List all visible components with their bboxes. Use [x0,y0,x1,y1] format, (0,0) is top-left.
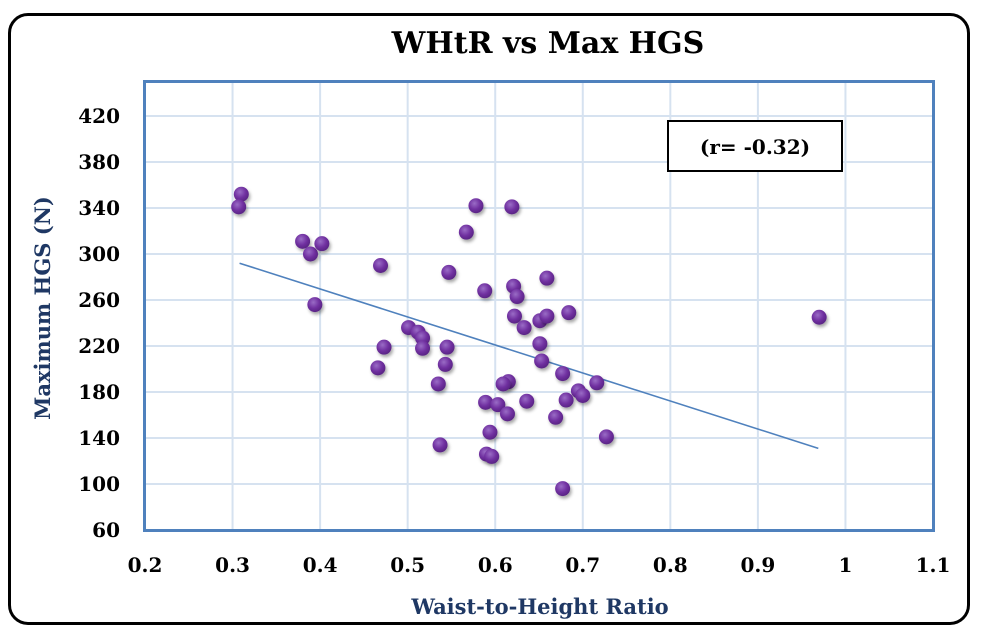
data-point [477,283,493,299]
data-point [811,309,827,325]
y-tick-label: 220 [78,334,120,358]
y-tick-label: 180 [78,380,120,404]
grid [145,82,933,530]
x-tick-label: 1 [838,553,852,577]
data-point [415,340,431,356]
data-point [555,366,571,382]
data-point [490,397,506,413]
data-point [482,424,498,440]
data-point [231,199,247,215]
data-point [302,246,318,262]
trendline [239,262,819,450]
data-point [532,336,548,352]
x-tick-label: 0.6 [478,553,513,577]
y-tick-label: 340 [78,196,120,220]
data-point [589,375,605,391]
data-point [458,224,474,240]
y-tick-label: 300 [78,242,120,266]
data-point [495,376,511,392]
x-tick-label: 0.2 [128,553,163,577]
y-tick-label: 140 [78,426,120,450]
data-point [295,233,311,249]
x-tick-label: 0.7 [565,553,600,577]
plot-area-border [143,80,935,532]
data-point [437,356,453,372]
data-point [415,330,431,346]
x-tick-label: 0.3 [215,553,250,577]
data-point [516,320,532,336]
data-point [468,198,484,214]
x-tick-label: 0.9 [740,553,775,577]
data-point [519,393,535,409]
data-point [561,305,577,321]
y-tick-label: 420 [78,104,120,128]
x-tick-label: 1.1 [916,553,951,577]
x-axis-label: Waist-to-Height Ratio [410,594,668,619]
data-point [558,392,574,408]
data-point [539,270,555,286]
data-point [478,394,494,410]
data-point [504,199,520,215]
data-point [373,258,389,273]
x-tick-label: 0.8 [653,553,688,577]
data-point [376,339,392,355]
data-point [555,481,571,497]
data-point [509,289,525,305]
data-point [548,409,564,425]
data-points [231,186,827,497]
data-point [499,406,515,422]
y-axis-label: Maximum HGS (N) [30,196,55,420]
y-axis-ticks: 60 100 140 180 220 260 300 340 380 420 [78,104,120,542]
data-point [484,448,500,464]
correlation-box [667,120,843,172]
x-tick-label: 0.4 [303,553,338,577]
data-point [314,236,330,252]
data-point [430,376,446,392]
data-point [432,437,448,453]
data-point [539,308,555,324]
x-tick-label: 0.5 [390,553,425,577]
data-point [441,264,457,280]
data-point [370,360,386,376]
data-point [233,186,249,202]
y-tick-label: 260 [78,288,120,312]
data-point [439,339,455,355]
correlation-annotation: (r= -0.32) [700,135,810,159]
chart-title: WHtR vs Max HGS [391,26,705,61]
data-point [534,353,550,369]
data-point [506,308,522,324]
data-point [598,429,614,445]
data-point [575,387,591,403]
y-tick-label: 380 [78,150,120,174]
data-point [307,297,323,313]
y-tick-label: 100 [78,472,120,496]
y-tick-label: 60 [92,518,120,542]
x-axis-ticks: 0.2 0.3 0.4 0.5 0.6 0.7 0.8 0.9 1 1.1 [128,553,951,577]
